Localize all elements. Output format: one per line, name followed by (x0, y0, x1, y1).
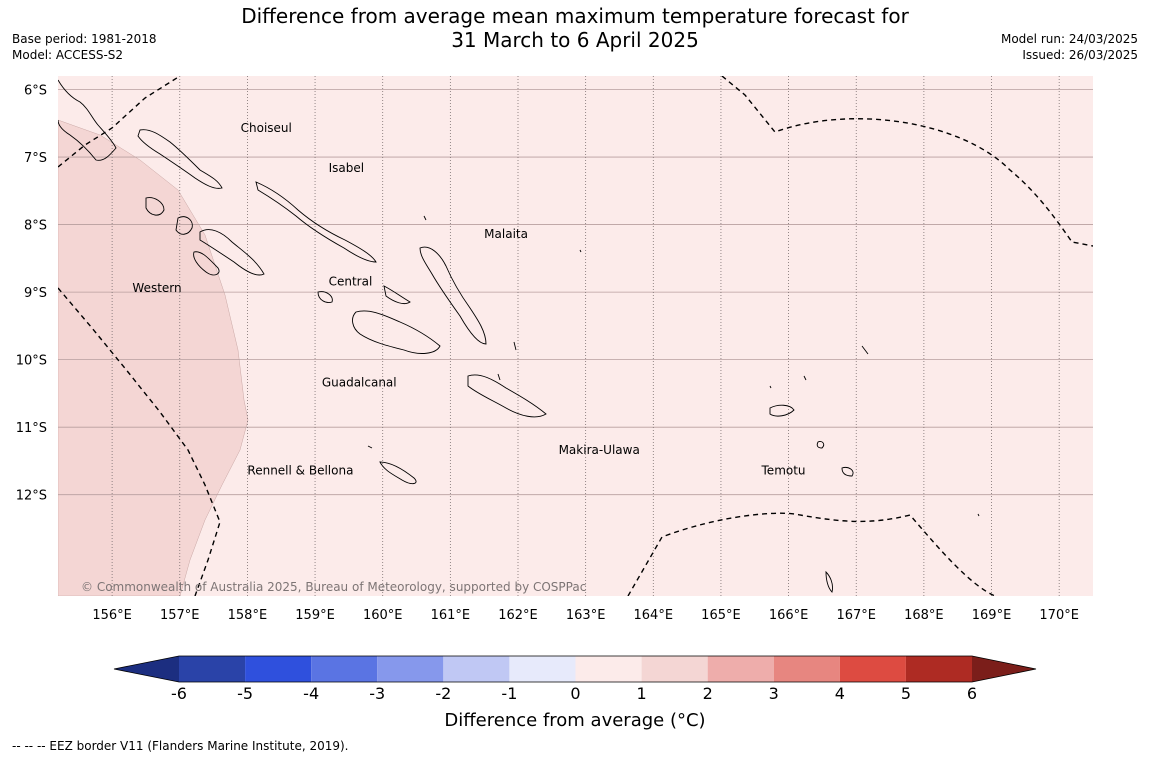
choiseul-island (137, 129, 223, 189)
lat-tick-label: 11°S (16, 421, 47, 436)
malaita-island (419, 246, 487, 345)
run-info: Model run: 24/03/2025 Issued: 26/03/2025 (1001, 31, 1138, 63)
colorbar-tick: 4 (834, 684, 845, 703)
coastlines (58, 79, 980, 593)
colorbar-segment (509, 656, 576, 682)
province-label: Western (132, 281, 181, 295)
province-label: Guadalcanal (322, 376, 397, 390)
bougainville-island (58, 79, 117, 161)
guadalcanal-island (352, 310, 441, 354)
lon-tick-label: 161°E (431, 608, 471, 623)
eez-border (58, 76, 1093, 596)
colorbar-segment (905, 656, 972, 682)
colorbar-segment (839, 656, 906, 682)
makira-island (467, 374, 547, 418)
longitude-tick-labels: 156°E 157°E 158°E 159°E 160°E 161°E 162°E 163°E… (92, 608, 1079, 623)
title-line-2: 31 March to 6 April 2025 (451, 28, 699, 52)
colorbar-label: Difference from average (°C) (444, 710, 706, 731)
lat-tick-label: 8°S (24, 219, 47, 234)
province-label: Central (329, 274, 373, 288)
small-islets (367, 215, 980, 517)
colorbar-segment (311, 656, 378, 682)
colorbar-over-extension (972, 656, 1036, 682)
model-name: Model: ACCESS-S2 (12, 48, 124, 62)
colorbar-tick: -1 (501, 684, 518, 703)
colorbar-tick: 0 (570, 684, 581, 703)
lon-tick-label: 159°E (295, 608, 335, 623)
lon-tick-label: 165°E (701, 608, 741, 623)
eez-border-note: -- -- -- EEZ border V11 (Flanders Marine… (12, 739, 349, 753)
lon-tick-label: 163°E (566, 608, 606, 623)
province-label: Malaita (484, 227, 528, 241)
province-label: Temotu (761, 463, 806, 477)
lat-tick-label: 7°S (24, 151, 47, 166)
lon-tick-label: 164°E (634, 608, 674, 623)
colorbar-tick: 2 (702, 684, 713, 703)
province-labels: Choiseul Isabel Malaita Central Western Guada… (132, 121, 805, 477)
latitude-tick-labels: 6°S 7°S 8°S 9°S 10°S 11°S 12°S (16, 84, 47, 504)
eez-border-segment (58, 287, 221, 596)
lon-tick-label: 169°E (972, 608, 1012, 623)
province-label: Choiseul (241, 121, 292, 135)
lat-tick-label: 10°S (16, 354, 47, 369)
colorbar-tick: 5 (900, 684, 911, 703)
base-period: Base period: 1981-2018 (12, 32, 157, 46)
lat-tick-label: 12°S (16, 489, 47, 504)
lon-tick-label: 162°E (498, 608, 538, 623)
colorbar-outline (113, 655, 1037, 683)
florida-islands (317, 285, 411, 305)
lat-tick-label: 6°S (24, 84, 47, 99)
santa-cruz-islands (769, 404, 854, 593)
rennell-island (379, 461, 417, 485)
colorbar-segment (179, 656, 246, 682)
colorbar-tick: -2 (435, 684, 452, 703)
province-label: Makira-Ulawa (559, 443, 640, 457)
colorbar-segment (377, 656, 444, 682)
isabel-island (255, 181, 377, 263)
lon-tick-label: 166°E (769, 608, 809, 623)
colorbar-tick: -4 (303, 684, 320, 703)
colorbar-tick: 3 (768, 684, 779, 703)
colorbar-tick: -5 (237, 684, 254, 703)
model-info: Base period: 1981-2018 Model: ACCESS-S2 (12, 31, 157, 63)
colorbar-tick: -6 (171, 684, 187, 703)
colorbar-segment (641, 656, 708, 682)
colorbar-segment (443, 656, 510, 682)
colorbar-under-extension (114, 656, 179, 682)
colorbar-tick: -3 (369, 684, 386, 703)
title-line-1: Difference from average mean maximum tem… (241, 4, 909, 28)
lon-tick-label: 156°E (92, 608, 132, 623)
province-label: Rennell & Bellona (247, 463, 353, 477)
colorbar-segment (245, 656, 312, 682)
new-georgia-islands (145, 197, 265, 276)
colorbar-segment (773, 656, 840, 682)
colorbar-tick: 6 (966, 684, 978, 703)
latitude-gridlines (58, 89, 1093, 496)
colorbar-segment (707, 656, 774, 682)
colorbar-segment (575, 656, 642, 682)
lat-tick-label: 9°S (24, 286, 47, 301)
lon-tick-label: 168°E (904, 608, 944, 623)
colorbar-tick: 1 (636, 684, 647, 703)
copyright-notice: © Commonwealth of Australia 2025, Bureau… (81, 580, 586, 594)
lon-tick-label: 157°E (160, 608, 200, 623)
issued-date: Issued: 26/03/2025 (1022, 48, 1138, 62)
colorbar-tick-labels: -6 -5 -4 -3 -2 -1 0 1 2 3 4 5 6 (0, 684, 1150, 704)
province-label: Isabel (329, 161, 364, 175)
eez-border-segment (627, 512, 996, 596)
lon-tick-label: 158°E (228, 608, 268, 623)
lon-tick-label: 167°E (836, 608, 876, 623)
model-run: Model run: 24/03/2025 (1000, 32, 1138, 46)
colorbar (113, 655, 1037, 683)
lon-tick-label: 170°E (1039, 608, 1079, 623)
eez-border-segment (58, 76, 181, 168)
chart-title: Difference from average mean maximum tem… (0, 4, 1150, 52)
lon-tick-label: 160°E (363, 608, 403, 623)
